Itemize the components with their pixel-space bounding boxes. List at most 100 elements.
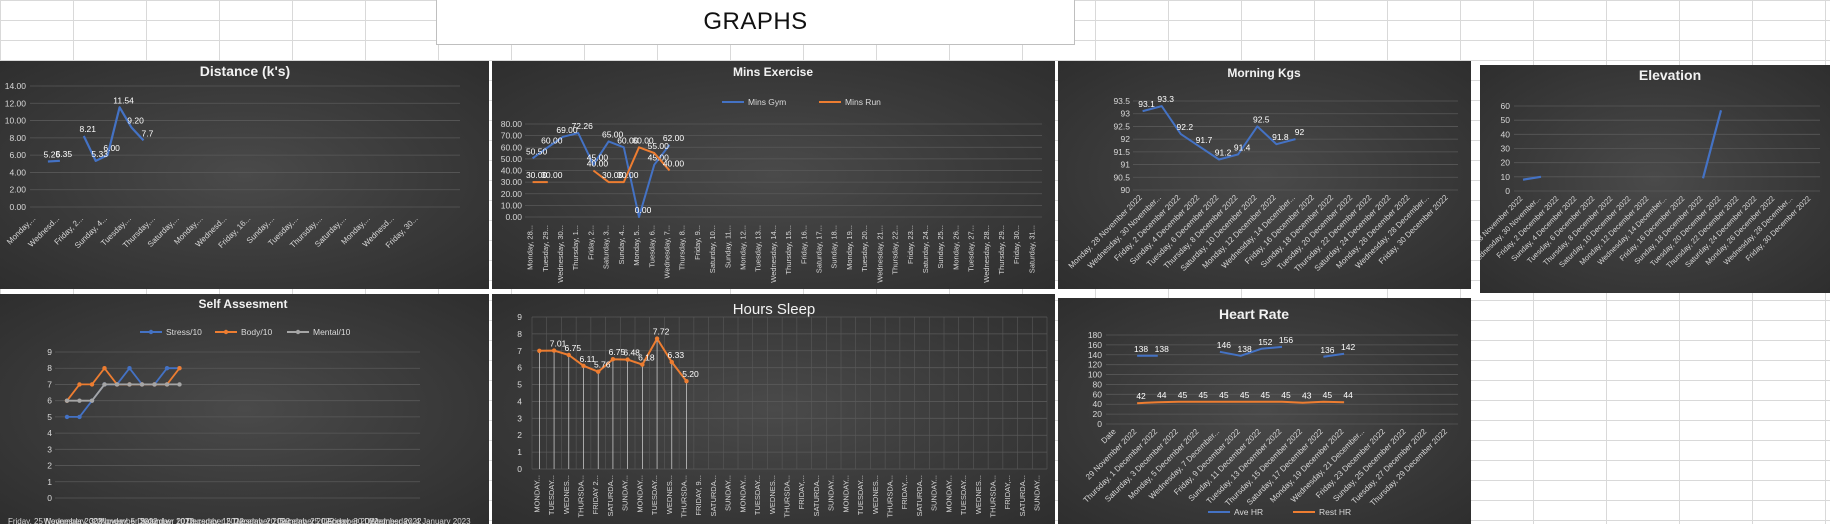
data-label: 0.00 (635, 205, 652, 215)
x-tick-label: FRIDAY,... (900, 475, 909, 509)
y-tick-label: 0 (517, 464, 522, 474)
data-point (77, 398, 82, 403)
series-line-mins-run (592, 146, 671, 184)
data-label: 65.00 (602, 129, 624, 139)
y-tick-label: 14.00 (5, 81, 27, 91)
series-line-mental-10 (67, 383, 180, 402)
x-tick-label: Saturday, 3... (602, 225, 611, 269)
y-tick-label: 70.00 (501, 131, 523, 141)
chart-self[interactable]: Self Assesment 0 1 2 3 4 5 6 7 8 9 Friday, 25 Novem… (0, 294, 489, 524)
hr-plot: Heart Rate020406080100120140160180Date29… (1082, 306, 1458, 517)
x-tick-label: MONDAY... (738, 475, 747, 513)
series-line-ave-hr (1219, 345, 1283, 357)
data-point (551, 348, 557, 353)
data-label: 7.7 (142, 128, 154, 138)
y-tick-label: 120 (1088, 360, 1102, 370)
y-tick-label: 60 (1501, 101, 1511, 111)
data-point (89, 398, 95, 403)
x-tick-label: MONDAY... (944, 475, 953, 513)
chart-sleep[interactable]: Hours Sleep 0 1 2 3 4 5 6 7 8 9 MONDAY... TUESDAY...… (492, 294, 1055, 524)
series-line-elevation (1522, 175, 1542, 181)
y-tick-label: 0 (47, 493, 52, 503)
data-label: 55.00 (648, 141, 670, 151)
chart-title: Morning Kgs (1227, 66, 1301, 80)
data-label: 8.21 (79, 124, 96, 134)
chart-elevation[interactable]: Elevation0102030405060Monday, 28 Novembe… (1480, 65, 1830, 293)
data-label: 152 (1258, 337, 1272, 347)
data-label: 92.5 (1253, 114, 1270, 124)
x-tick-label: Sunday, 11... (723, 225, 732, 268)
data-label: 6.33 (668, 350, 685, 360)
y-tick-label: 20.00 (501, 189, 523, 199)
legend-entry: Ave HR (1234, 507, 1263, 517)
x-tick-label: Wednesday, 30 November 2022 (44, 517, 159, 524)
x-tick-label: FRIDAY,... (797, 475, 806, 509)
x-tick-label: TUESDAY... (753, 475, 762, 515)
x-tick-label: TUESDAY... (959, 475, 968, 515)
y-tick-label: 9 (47, 347, 52, 357)
data-label: 5.26 (44, 150, 61, 160)
data-label: 6.75 (609, 347, 626, 357)
y-tick-label: 7 (47, 379, 52, 389)
data-label: 5.33 (91, 149, 108, 159)
x-tick-label: Thursday, 29... (997, 225, 1006, 274)
chart-distance[interactable]: Distance (k's) 0.00 2.00 4.00 6.00 8.00 10.00 1… (0, 61, 489, 289)
data-label: 138 (1155, 344, 1169, 354)
x-tick-label: THURSDA... (783, 475, 792, 518)
x-tick-label: Friday, 30... (1012, 225, 1021, 264)
data-point (596, 369, 601, 374)
y-tick-label: 90.5 (1113, 172, 1130, 182)
x-tick-label: MONDAY... (841, 475, 850, 513)
x-tick-label: Monday, 5... (632, 225, 641, 266)
x-tick-label: WEDNES... (562, 475, 571, 514)
x-tick-label: SUNDAY... (930, 475, 939, 511)
y-tick-label: 10 (1501, 172, 1511, 182)
x-tick-label: TUESDAY... (547, 475, 556, 515)
y-tick-label: 80 (1093, 379, 1103, 389)
page-title: GRAPHS (436, 0, 1075, 45)
chart-exercise[interactable]: Mins Exercise 0.00 10.00 20.00 30.00 40.00 50.… (492, 61, 1055, 289)
data-point (177, 382, 182, 387)
data-label: 30.00 (541, 170, 563, 180)
x-tick-label: Thursday, 22... (891, 225, 900, 274)
data-label: 91.2 (1215, 147, 1232, 157)
data-label: 92.2 (1177, 122, 1194, 132)
x-tick-label: Monday, 5 December 2022 (98, 517, 194, 524)
data-point (102, 366, 107, 371)
chart-kgs[interactable]: Morning Kgs 90 90.5 91 91.5 92 92.5 93 93.5 Monda… (1058, 61, 1471, 289)
x-tick-label: Wednesday, 7... (662, 225, 671, 279)
data-point (77, 382, 82, 387)
chart-hr[interactable]: Heart Rate 0 20 40 60 80 100 120 140 160 180 Date 29… (1058, 298, 1471, 524)
x-tick-label: Tuesday, 20... (860, 225, 869, 272)
y-tick-label: 5 (47, 412, 52, 422)
data-label: 91.7 (1196, 135, 1213, 145)
chart-title: Self Assesment (199, 297, 288, 311)
legend-marker (148, 329, 154, 335)
data-point (177, 366, 182, 371)
data-label: 156 (1279, 335, 1293, 345)
data-point (77, 414, 82, 420)
data-label: 45 (1198, 390, 1208, 400)
data-label: 5.35 (56, 149, 73, 159)
x-tick-label: Friday, 30 December 2022 (327, 517, 422, 524)
y-tick-label: 91 (1121, 160, 1131, 170)
y-tick-label: 30.00 (501, 177, 523, 187)
series-line-rest-hr (1137, 400, 1345, 405)
data-label: 93.3 (1157, 94, 1174, 104)
data-label: 7.72 (653, 327, 670, 337)
data-label: 42 (1136, 391, 1146, 401)
y-tick-label: 20 (1501, 158, 1511, 168)
y-tick-label: 90 (1121, 185, 1131, 195)
data-label: 60.00 (632, 135, 654, 145)
x-tick-label: Tuesday, 27... (967, 225, 976, 272)
data-point (654, 336, 660, 341)
x-tick-label: WEDNES... (768, 475, 777, 514)
data-label: 5.20 (682, 369, 699, 379)
x-tick-label: Friday, 16... (799, 225, 808, 264)
x-tick-label: FRIDAY,... (1003, 475, 1012, 509)
data-label: 30.00 (526, 170, 548, 180)
data-point (164, 382, 170, 387)
data-label: 45 (1323, 390, 1333, 400)
x-tick-label: Saturday, 10... (708, 225, 717, 273)
y-tick-label: 0.00 (505, 212, 522, 222)
